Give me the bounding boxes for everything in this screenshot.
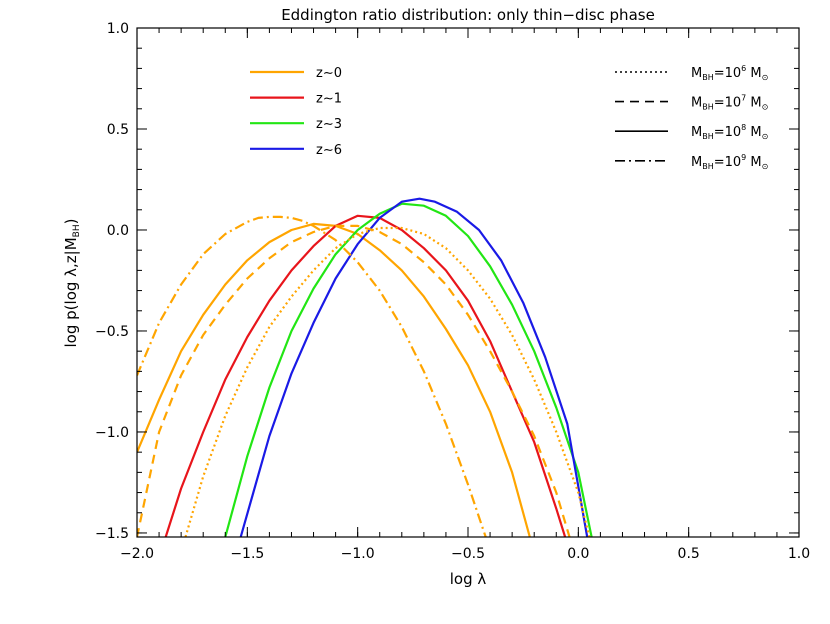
chart-title: Eddington ratio distribution: only thin−… [281,6,655,24]
x-tick-label: 0.0 [567,546,589,562]
y-axis-label-close: ) [62,219,80,225]
series-layer [137,197,593,537]
legend-z-label: z∼6 [316,143,342,158]
x-tick-label: −2.0 [120,546,154,562]
legend-mass-label: MBH=109 M⊙ [691,153,768,171]
y-tick-label: 0.0 [107,223,129,239]
x-axis-label: log λ [450,570,487,588]
x-tick-label: 1.0 [788,546,810,562]
legend-z-label: z∼0 [316,66,342,81]
legend-z-label: z∼3 [316,117,342,132]
series-line-2 [224,202,593,537]
series-line-3 [239,197,589,537]
y-axis-label-sub: BH [72,224,82,237]
legend-mass-label: MBH=108 M⊙ [691,123,768,141]
series-line-4 [184,226,591,537]
x-tick-label: −0.5 [451,546,485,562]
x-tick-label: 0.5 [678,546,700,562]
y-axis-label: log p(log λ,z|MBH) [62,219,82,348]
legend-mass-label: MBH=106 M⊙ [691,64,768,82]
series-line-1 [164,214,567,537]
series-line-5 [137,224,571,537]
legend-mass-label: MBH=107 M⊙ [691,94,768,112]
y-tick-label: −1.5 [95,526,129,542]
y-tick-label: 0.5 [107,122,129,138]
y-tick-label: 1.0 [107,21,129,37]
legend-layer: z∼0 z∼1 z∼3 z∼6 MBH=106 M⊙ MBH=107 M⊙ MBH=108 … [250,64,768,171]
y-tick-label: −1.0 [95,425,129,441]
legend-z-label: z∼1 [316,92,342,107]
y-tick-label: −0.5 [95,324,129,340]
x-tick-label: −1.5 [230,546,264,562]
ticks-layer: −2.0 −1.5 −1.0 −0.5 0.0 0.5 1.0 −1.5 −1.0 −0.5 0.0… [95,21,810,562]
series-line-6 [137,215,487,537]
x-tick-label: −1.0 [341,546,375,562]
y-axis-label-main: log p(log λ,z|M [62,237,80,347]
